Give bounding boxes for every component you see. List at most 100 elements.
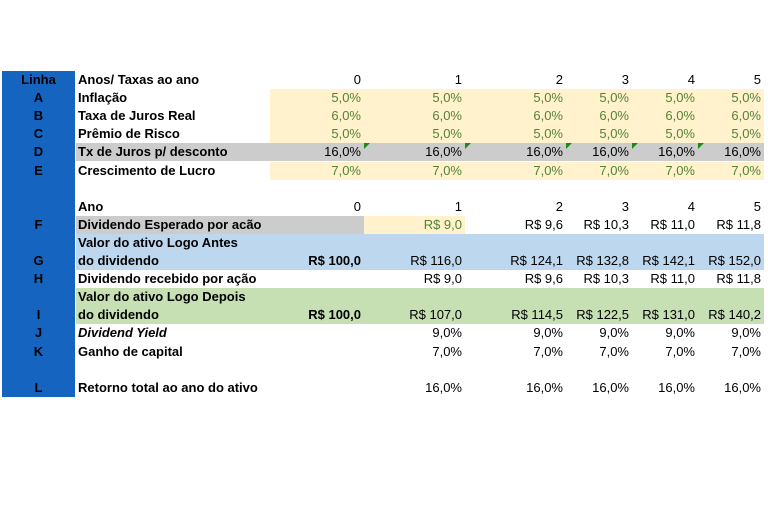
cell-value: 6,0% (665, 108, 695, 124)
cell-value: 9,0% (432, 325, 462, 341)
row-label: D (33, 144, 44, 160)
cell-value: R$ 142,1 (642, 253, 695, 268)
error-indicator-icon (364, 143, 370, 150)
cell-value: 5,0% (331, 126, 361, 142)
cell-value: 4 (687, 198, 695, 214)
row-description: Dividendo Esperado por acão (78, 216, 262, 232)
cell-value (270, 216, 364, 234)
row-description: do dividendo (78, 253, 159, 268)
error-indicator-icon (465, 143, 471, 150)
cell-value: R$ 100,0 (308, 253, 361, 268)
cell-value: R$ 9,0 (423, 216, 462, 232)
row-description: Ano (78, 198, 104, 214)
cell-value: 7,0% (665, 162, 695, 178)
cell-value: R$ 131,0 (642, 307, 695, 323)
row-fill (76, 288, 764, 307)
cell-value (566, 234, 632, 252)
cell-value: 7,0% (432, 162, 462, 178)
cell-value: 7,0% (731, 343, 761, 359)
row-label (2, 288, 75, 306)
row-label: J (34, 325, 43, 341)
row-label (2, 198, 75, 216)
error-indicator-icon (566, 143, 572, 150)
row-description: Inflação (78, 90, 128, 106)
cell-value: 7,0% (599, 162, 629, 178)
cell-value (632, 180, 698, 198)
cell-value: R$ 9,0 (423, 271, 462, 287)
cell-value: 16,0% (658, 379, 695, 395)
cell-value (270, 343, 364, 361)
row-fill (76, 252, 764, 271)
cell-value: 5 (753, 72, 761, 87)
cell-value: 1 (454, 198, 462, 214)
cell-value: 5,0% (533, 90, 563, 106)
cell-value: 16,0% (724, 144, 761, 160)
cell-value: 16,0% (592, 379, 629, 395)
cell-value: 16,0% (658, 144, 695, 160)
cell-value: 9,0% (599, 325, 629, 341)
cell-value (270, 270, 364, 288)
cell-value: R$ 122,5 (576, 307, 629, 323)
cell-value: R$ 10,3 (583, 216, 629, 232)
row-description: Dividendo recebido por ação (78, 271, 257, 287)
cell-value: 16,0% (724, 379, 761, 395)
cell-value: 5,0% (665, 126, 695, 142)
row-description: Crescimento de Lucro (78, 162, 216, 178)
cell-value: 5,0% (331, 90, 361, 106)
cell-value (698, 180, 764, 198)
cell-value (364, 361, 465, 379)
cell-value: 5,0% (599, 126, 629, 142)
error-indicator-icon (632, 143, 638, 150)
cell-value: R$ 9,6 (524, 216, 563, 232)
cell-value (632, 361, 698, 379)
cell-value: 6,0% (599, 108, 629, 124)
cell-value: 5,0% (432, 90, 462, 106)
cell-value (465, 234, 566, 252)
cell-value: 16,0% (526, 379, 563, 395)
cell-value: 4 (687, 72, 695, 87)
label-header: Linha (21, 72, 56, 87)
cell-value (566, 288, 632, 306)
row-label (2, 361, 75, 379)
row-fill (76, 215, 364, 234)
cell-value: 3 (621, 72, 629, 87)
cell-value (270, 180, 364, 198)
cell-value: 5,0% (533, 126, 563, 142)
row-description: do dividendo (78, 307, 159, 323)
cell-value: R$ 100,0 (308, 307, 361, 323)
row-fill (76, 143, 764, 162)
cell-value: 16,0% (592, 144, 629, 160)
cell-value: R$ 124,1 (510, 253, 563, 268)
cell-value: R$ 152,0 (708, 253, 761, 268)
row-description: Valor do ativo Logo Antes (78, 234, 238, 250)
cell-value (270, 234, 364, 252)
error-indicator-icon (698, 143, 704, 150)
cell-value: R$ 11,0 (650, 271, 695, 287)
cell-value: 5,0% (599, 90, 629, 106)
row-label: I (36, 307, 41, 323)
row-label: E (34, 162, 43, 178)
row-description: Ganho de capital (78, 343, 183, 359)
row-fill (270, 125, 764, 144)
cell-value (364, 180, 465, 198)
cell-value: R$ 132,8 (576, 253, 629, 268)
cell-value: R$ 140,2 (708, 307, 761, 323)
cell-value: 16,0% (526, 144, 563, 160)
cell-value: 7,0% (533, 343, 563, 359)
row-label: L (34, 379, 43, 395)
row-label: K (33, 343, 44, 359)
cell-value: 5,0% (665, 90, 695, 106)
row-label (2, 234, 75, 252)
cell-value: 1 (454, 72, 462, 87)
row-fill (270, 107, 764, 126)
row-label: G (33, 253, 44, 268)
row-fill (76, 233, 764, 252)
row-description: Retorno total ao ano do ativo (78, 379, 258, 395)
cell-value: R$ 11,0 (650, 216, 695, 232)
cell-value: 7,0% (665, 343, 695, 359)
row-description: Anos/ Taxas ao ano (78, 72, 200, 87)
cell-value: 16,0% (324, 144, 361, 160)
cell-value (632, 234, 698, 252)
cell-value: 16,0% (425, 379, 462, 395)
